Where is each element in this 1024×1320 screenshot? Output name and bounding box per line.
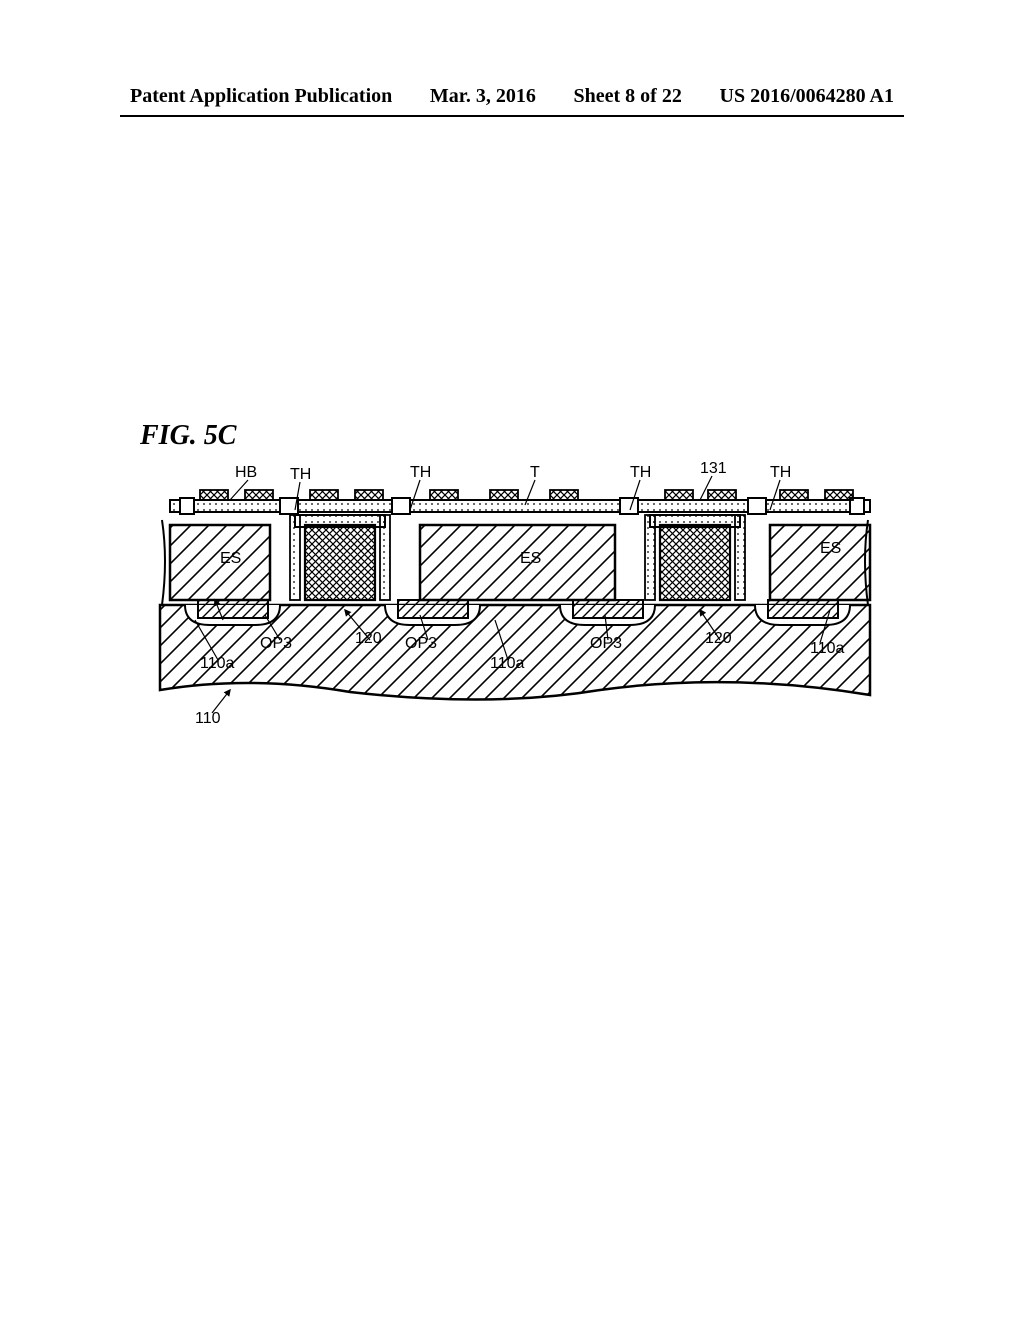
figure-5c: FIG. 5C [130, 420, 900, 800]
chip-stack-left [290, 515, 390, 600]
callout-TH: TH [410, 464, 431, 482]
callout-TH: TH [290, 466, 311, 484]
chip-stack-right [645, 515, 745, 600]
callout-ES: ES [220, 550, 241, 568]
figure-diagram: HB TH TH T TH 131 TH ES ES ES 120 120 OP3 OP3 OP3 110a 1… [130, 460, 900, 780]
callout-ES: ES [520, 550, 541, 568]
callout-num110a: 110a [200, 655, 234, 673]
callout-OP3: OP3 [405, 635, 437, 653]
page: Patent Application Publication Mar. 3, 2… [0, 0, 1024, 1320]
callout-num120: 120 [355, 630, 382, 648]
callout-TH: TH [770, 464, 791, 482]
callout-num120: 120 [705, 630, 732, 648]
callout-num110: 110 [195, 710, 221, 728]
publication-type: Patent Application Publication [130, 85, 392, 108]
publication-number: US 2016/0064280 A1 [720, 85, 894, 108]
sheet-number: Sheet 8 of 22 [574, 85, 682, 108]
publication-date: Mar. 3, 2016 [430, 85, 536, 108]
layer-131 [170, 498, 870, 514]
callout-num131: 131 [700, 460, 727, 478]
callout-HB: HB [235, 464, 257, 482]
es-block-right [770, 525, 870, 600]
callout-OP3: OP3 [590, 635, 622, 653]
header-rule [120, 115, 904, 117]
callout-ES: ES [820, 540, 841, 558]
page-header: Patent Application Publication Mar. 3, 2… [0, 85, 1024, 108]
callout-TH: TH [630, 464, 651, 482]
cross-section-svg [130, 460, 900, 780]
figure-label: FIG. 5C [140, 420, 236, 452]
callout-num110a: 110a [810, 640, 844, 658]
es-block-mid [420, 525, 615, 600]
callout-T: T [530, 464, 540, 482]
callout-OP3: OP3 [260, 635, 292, 653]
callout-num110a: 110a [490, 655, 524, 673]
